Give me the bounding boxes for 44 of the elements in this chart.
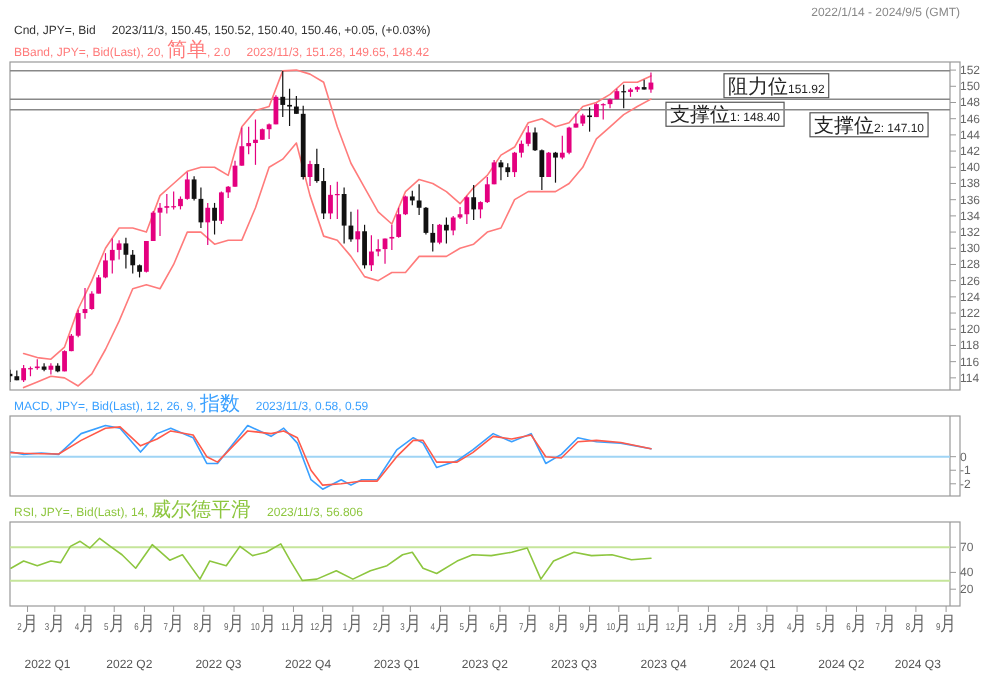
candlestick [287, 88, 292, 127]
candlestick [491, 159, 497, 185]
candlestick [184, 171, 190, 201]
candlestick [143, 240, 149, 274]
candlestick [341, 186, 347, 245]
candlestick [253, 118, 258, 166]
candlestick [566, 126, 572, 155]
candlestick [641, 79, 647, 91]
line-series [22, 69, 652, 361]
line-series [10, 537, 652, 582]
candlestick [96, 274, 102, 295]
candlestick [212, 202, 217, 236]
candlestick [116, 239, 122, 261]
candlestick [553, 151, 558, 184]
candlestick [546, 151, 552, 178]
candlestick [389, 224, 395, 251]
candlestick [328, 184, 333, 220]
candlestick [464, 195, 470, 225]
candlestick [218, 190, 224, 225]
candlestick [150, 210, 156, 242]
candlestick [246, 126, 252, 155]
candlestick [484, 176, 490, 204]
candlestick [525, 125, 531, 147]
candlestick [437, 223, 442, 245]
candlestick [450, 215, 456, 236]
candlestick [443, 216, 449, 245]
candlestick [362, 224, 367, 270]
candlestick [355, 208, 361, 253]
candlestick [471, 184, 477, 221]
candlestick [587, 106, 592, 133]
candlestick [368, 234, 374, 272]
candlestick [266, 122, 272, 140]
candlestick [103, 252, 108, 279]
candlestick [512, 151, 517, 178]
line-series [22, 98, 652, 389]
candlestick [559, 135, 565, 160]
candlestick [89, 290, 95, 311]
candlestick [205, 202, 211, 246]
candlestick [280, 70, 286, 118]
candlestick [314, 148, 320, 184]
candlestick [239, 127, 245, 167]
candlestick [396, 207, 402, 239]
candlestick [321, 167, 327, 220]
candlestick [109, 237, 115, 274]
